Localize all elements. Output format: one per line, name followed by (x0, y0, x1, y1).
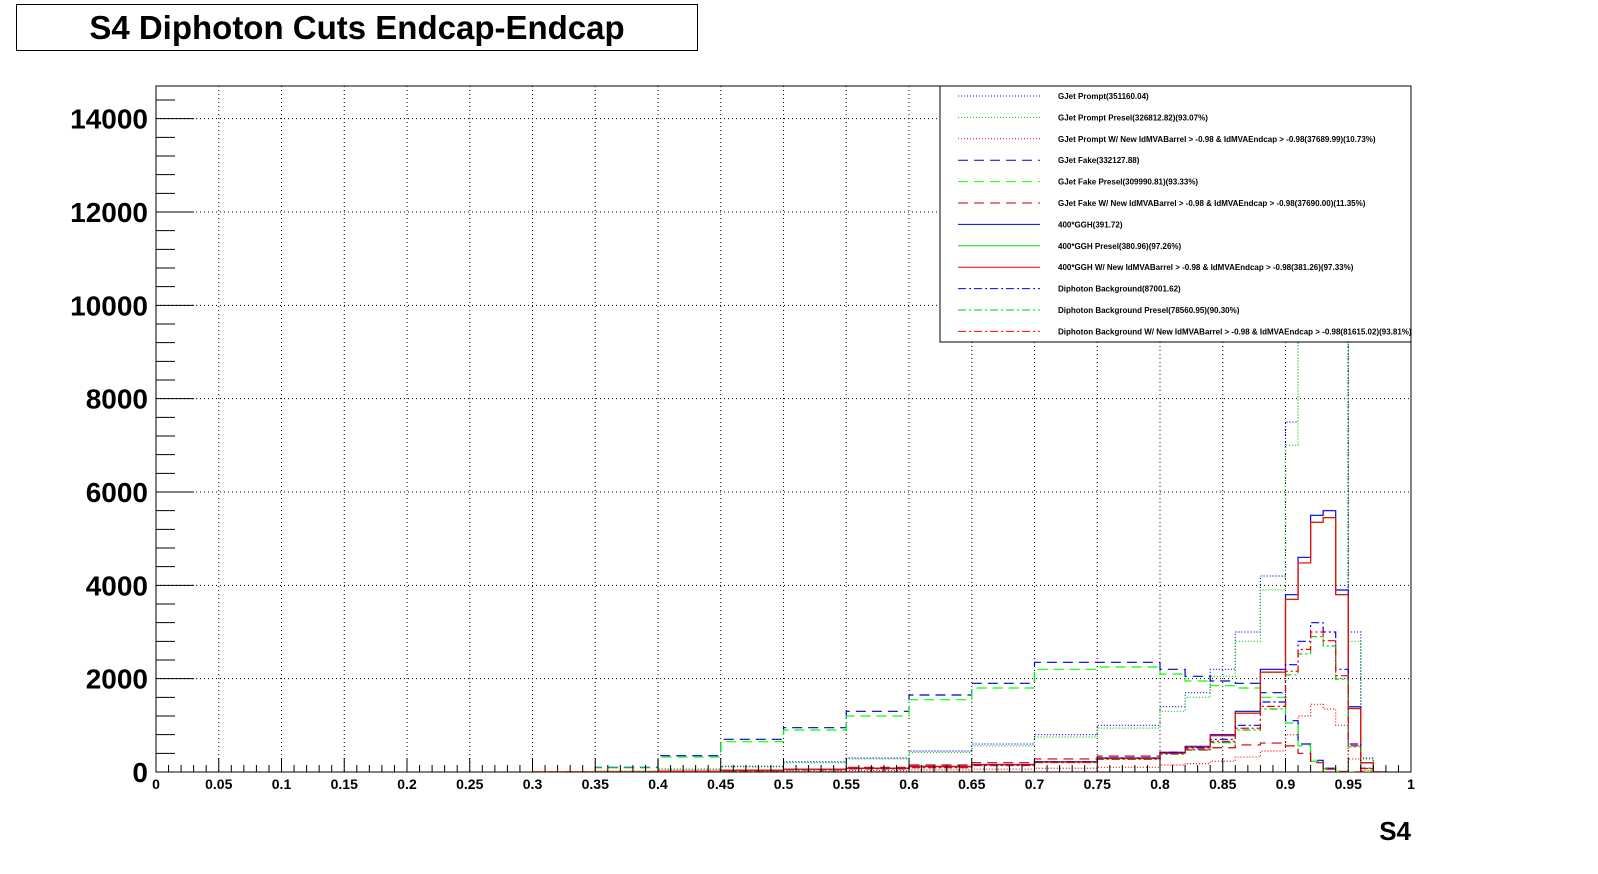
x-axis-label: S4 (1379, 816, 1411, 846)
series-line (532, 517, 1386, 772)
x-tick-label: 0.8 (1150, 776, 1170, 792)
legend-entry-label: 400*GGH W/ New IdMVABarrel > -0.98 & IdM… (1058, 263, 1354, 272)
x-tick-label: 0.1 (272, 776, 292, 792)
series-line (532, 661, 1386, 772)
series-line (532, 622, 1386, 772)
x-tick-label: 0.95 (1335, 776, 1362, 792)
y-tick-label: 12000 (70, 197, 148, 228)
x-tick-label: 0.45 (707, 776, 734, 792)
legend-entry-label: Diphoton Background(87001.62) (1058, 285, 1181, 294)
y-tick-label: 0 (132, 757, 148, 788)
y-tick-label: 10000 (70, 290, 148, 321)
y-tick-label: 14000 (70, 104, 148, 135)
legend-entry-label: Diphoton Background Presel(78560.95)(90.… (1058, 306, 1240, 315)
series-line (532, 703, 1386, 772)
x-tick-label: 0.2 (397, 776, 417, 792)
x-tick-label: 0.15 (331, 776, 358, 792)
series-line (532, 517, 1386, 772)
legend-entry-label: GJet Fake Presel(309990.81)(93.33%) (1058, 178, 1198, 187)
y-tick-label: 8000 (86, 384, 148, 415)
chart-title: S4 Diphoton Cuts Endcap-Endcap (16, 4, 698, 51)
legend: GJet Prompt(351160.04) GJet Prompt Presel… (939, 85, 1412, 343)
x-tick-label: 0.85 (1209, 776, 1236, 792)
x-tick-label: 0.9 (1276, 776, 1296, 792)
legend-entry-label: 400*GGH Presel(380.96)(97.26%) (1058, 242, 1182, 251)
series-line (532, 510, 1386, 772)
x-tick-label: 0.65 (958, 776, 985, 792)
x-tick-label: 0.05 (205, 776, 232, 792)
x-tick-label: 0.7 (1025, 776, 1045, 792)
x-tick-label: 0.4 (648, 776, 668, 792)
x-tick-label: 0.35 (582, 776, 609, 792)
legend-entry-label: GJet Fake(332127.88) (1058, 156, 1140, 165)
legend-entry-label: GJet Prompt(351160.04) (1058, 92, 1149, 101)
legend-entry-label: Diphoton Background W/ New IdMVABarrel >… (1058, 327, 1412, 336)
x-tick-label: 0.5 (774, 776, 794, 792)
x-tick-label: 1 (1407, 776, 1415, 792)
x-tick-label: 0.3 (523, 776, 543, 792)
x-tick-label: 0 (152, 776, 160, 792)
legend-box (939, 85, 1412, 343)
x-tick-label: 0.6 (899, 776, 919, 792)
x-tick-label: 0.25 (456, 776, 483, 792)
x-tick-label: 0.55 (833, 776, 860, 792)
legend-entry-label: GJet Prompt Presel(326812.82)(93.07%) (1058, 113, 1208, 122)
y-tick-label: 2000 (86, 664, 148, 695)
axis-ticks: 0 0.05 0.1 0.15 0.2 0.25 0.3 0.35 0.4 0.45 0.5 0.55… (70, 99, 1415, 792)
y-tick-label: 6000 (86, 477, 148, 508)
legend-entry-label: 400*GGH(391.72) (1058, 220, 1123, 229)
y-tick-label: 4000 (86, 570, 148, 601)
x-tick-label: 0.75 (1084, 776, 1111, 792)
series-line (532, 636, 1386, 772)
legend-entry-label: GJet Prompt W/ New IdMVABarrel > -0.98 &… (1058, 135, 1376, 144)
legend-entry-label: GJet Fake W/ New IdMVABarrel > -0.98 & I… (1058, 199, 1366, 208)
